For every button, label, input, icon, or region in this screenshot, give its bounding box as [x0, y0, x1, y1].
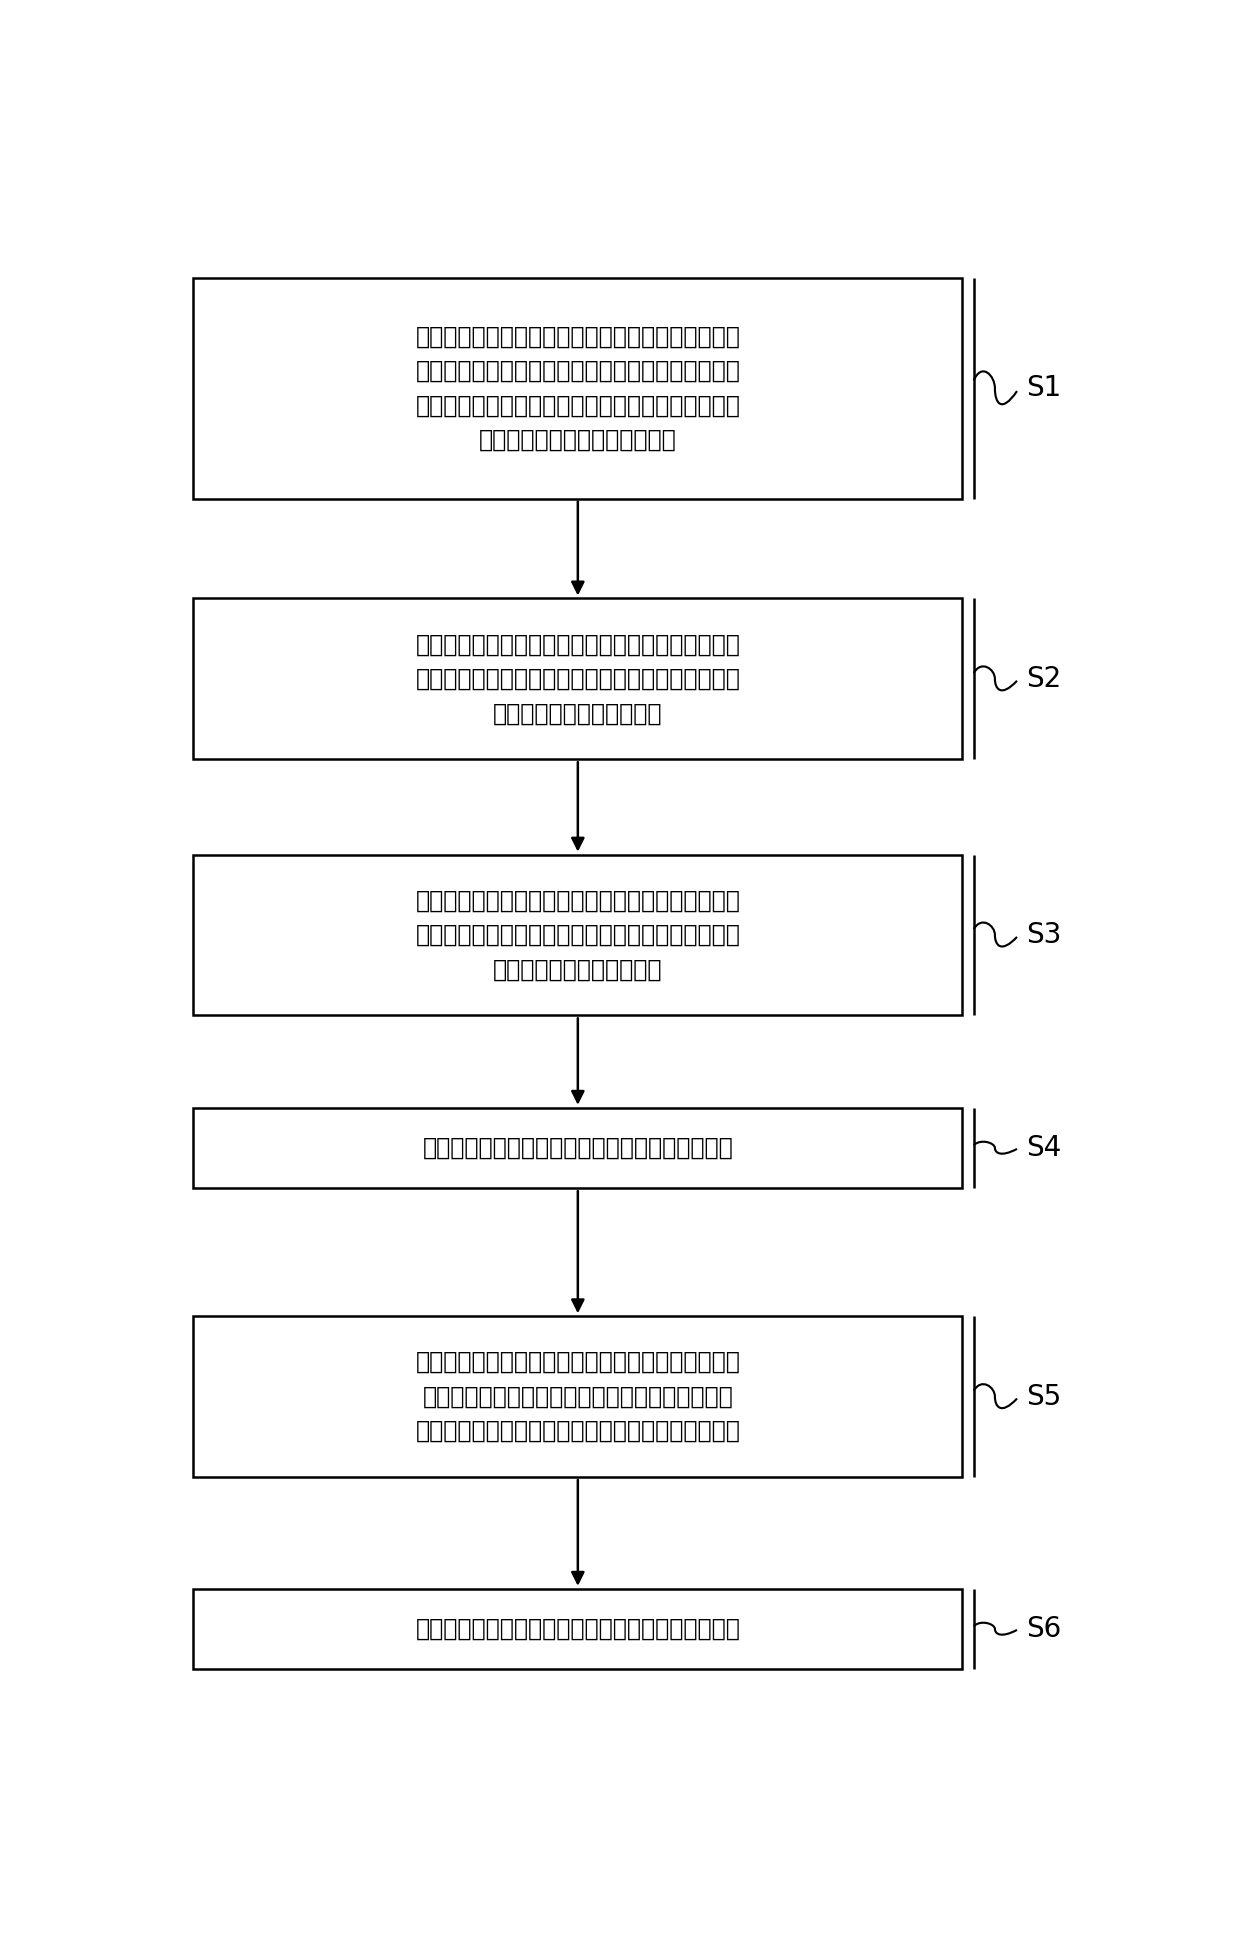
Bar [193, 598, 962, 760]
Text: S2: S2 [1027, 665, 1061, 692]
Bar [193, 1317, 962, 1478]
Text: 在各项挖掘参数均在正常范围内的情况下，从地表对
所述剩余线路的未挖掘段以预定间距打设多个破碎
孔，通过所述破碎孔对孤石或漂石进行冲击破碎操作: 在各项挖掘参数均在正常范围内的情况下，从地表对 所述剩余线路的未挖掘段以预定间距… [415, 1350, 740, 1443]
Bar [193, 1588, 962, 1669]
Text: 根据剩余线路地层中孤石、漂石的分布情况，从地表
对剩余线路进行地质钻孔取样，确定所述剩余线路中
存在孤石、漂石的危险区域: 根据剩余线路地层中孤石、漂石的分布情况，从地表 对剩余线路进行地质钻孔取样，确定… [415, 632, 740, 725]
Text: 在盾构机挖掘过程中遇到孤石、漂石导致盾构机刀盘
故障的情况下，使用地震散射波探测方法对剩余线路
地层中孤石、漂石的情况进行探测，得到所述剩余线
路地层中孤石、漂: 在盾构机挖掘过程中遇到孤石、漂石导致盾构机刀盘 故障的情况下，使用地震散射波探测… [415, 325, 740, 453]
Text: S3: S3 [1027, 921, 1061, 950]
Text: 使用盾构机对所述实验段进行挖掘，收集挖掘参数: 使用盾构机对所述实验段进行挖掘，收集挖掘参数 [423, 1135, 733, 1160]
Text: S5: S5 [1027, 1383, 1061, 1410]
Text: S4: S4 [1027, 1133, 1061, 1162]
Bar [193, 855, 962, 1015]
Text: 在所述危险区域内选取实验段，从地表以预定间距在
所述实验段内打设多个破碎孔，通过所述破碎孔对孤
石或漂石进行冲击破碎操作: 在所述危险区域内选取实验段，从地表以预定间距在 所述实验段内打设多个破碎孔，通过… [415, 888, 740, 981]
Bar [193, 1108, 962, 1187]
Text: S6: S6 [1027, 1615, 1061, 1642]
Bar [193, 278, 962, 499]
Text: S1: S1 [1027, 375, 1061, 402]
Text: 使用盾构机完成所述剩余线路的未挖掘段的挖掘施工: 使用盾构机完成所述剩余线路的未挖掘段的挖掘施工 [415, 1617, 740, 1640]
